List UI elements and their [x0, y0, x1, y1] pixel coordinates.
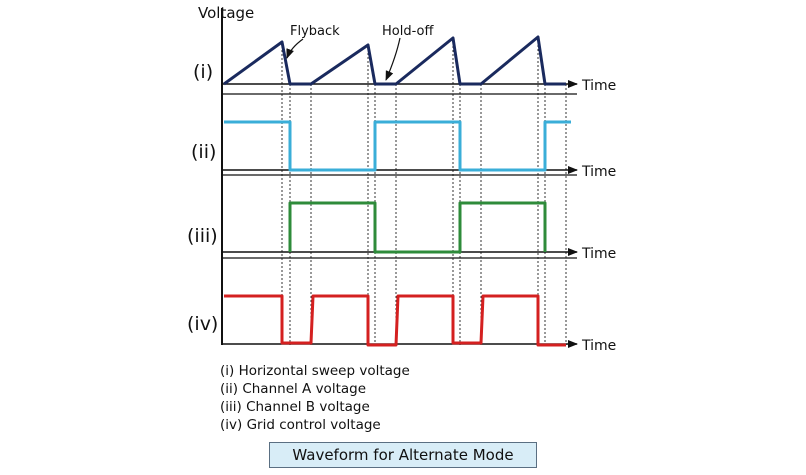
sweep-waveform	[223, 35, 566, 86]
legend-item-iv: (iv) Grid control voltage	[220, 417, 381, 433]
channel-a-waveform	[224, 120, 571, 172]
channel-b-waveform	[288, 201, 547, 254]
row-separators	[222, 93, 577, 259]
row-label-ii: (ii)	[191, 141, 216, 163]
grid-control-waveform	[224, 294, 566, 347]
time-label-i: Time	[581, 78, 616, 94]
flyback-label: Flyback	[290, 24, 340, 39]
legend-item-i: (i) Horizontal sweep voltage	[220, 363, 410, 379]
row-label-i: (i)	[193, 61, 213, 83]
legend-item-iii: (iii) Channel B voltage	[220, 399, 370, 415]
time-label-iii: Time	[581, 246, 616, 262]
hold-off-label: Hold-off	[382, 24, 434, 39]
row-label-iii: (iii)	[187, 225, 218, 247]
flyback-arrow	[286, 38, 304, 59]
time-label-ii: Time	[581, 164, 616, 180]
time-label-iv: Time	[581, 338, 616, 354]
caption: Waveform for Alternate Mode	[269, 442, 537, 468]
hold-off-arrow	[385, 37, 401, 81]
legend-item-ii: (ii) Channel A voltage	[220, 381, 366, 397]
row-label-iv: (iv)	[187, 313, 218, 335]
y-axis-label: Voltage	[198, 4, 254, 22]
